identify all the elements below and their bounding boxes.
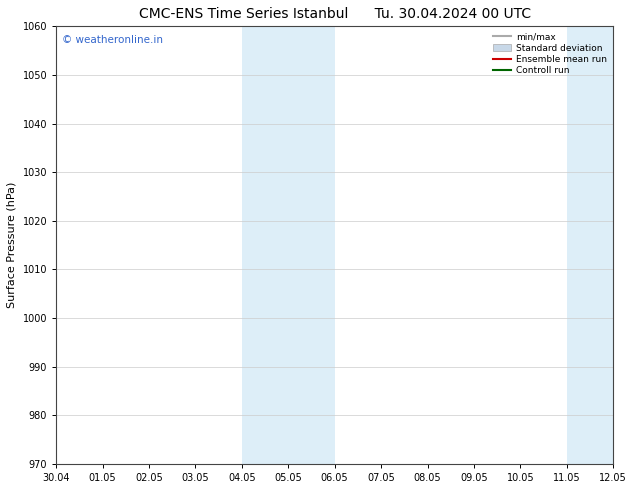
Y-axis label: Surface Pressure (hPa): Surface Pressure (hPa) (7, 182, 17, 308)
Bar (242, 26, 335, 464)
Text: © weatheronline.in: © weatheronline.in (61, 35, 163, 45)
Bar (567, 26, 634, 464)
Legend: min/max, Standard deviation, Ensemble mean run, Controll run: min/max, Standard deviation, Ensemble me… (491, 31, 609, 77)
Title: CMC-ENS Time Series Istanbul      Tu. 30.04.2024 00 UTC: CMC-ENS Time Series Istanbul Tu. 30.04.2… (139, 7, 531, 21)
